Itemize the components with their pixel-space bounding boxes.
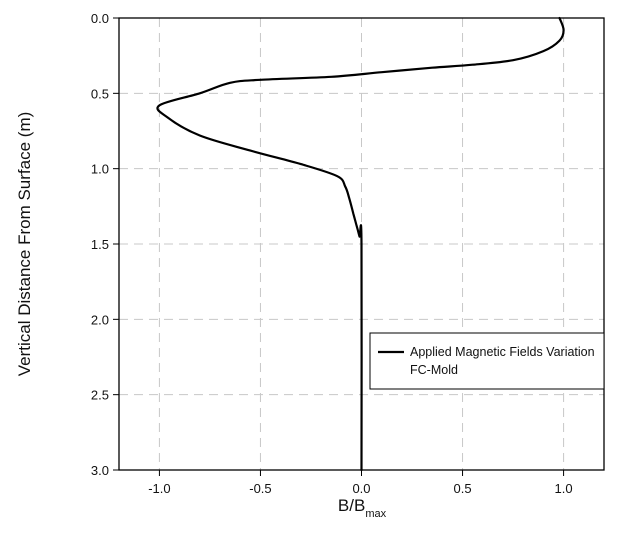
y-tick-label: 1.0 (91, 162, 109, 177)
y-axis-title: Vertical Distance From Surface (m) (15, 112, 34, 377)
legend-label-line2: FC-Mold (410, 363, 458, 377)
y-tick-label: 2.0 (91, 312, 109, 327)
legend-label-line1: Applied Magnetic Fields Variation (410, 345, 595, 359)
y-tick-label: 0.5 (91, 86, 109, 101)
y-tick-label: 3.0 (91, 463, 109, 478)
x-axis-title-main: B/B (338, 496, 365, 515)
x-tick-label: 1.0 (555, 481, 573, 496)
x-axis-title-subscript: max (365, 508, 386, 520)
y-tick-label: 1.5 (91, 237, 109, 252)
x-tick-label: -1.0 (148, 481, 170, 496)
x-tick-label: 0.5 (454, 481, 472, 496)
y-tick-label: 2.5 (91, 388, 109, 403)
x-tick-label: -0.5 (249, 481, 271, 496)
x-tick-label: 0.0 (352, 481, 370, 496)
legend: Applied Magnetic Fields Variation FC-Mol… (370, 333, 604, 389)
legend-box (370, 333, 604, 389)
y-tick-label: 0.0 (91, 11, 109, 26)
